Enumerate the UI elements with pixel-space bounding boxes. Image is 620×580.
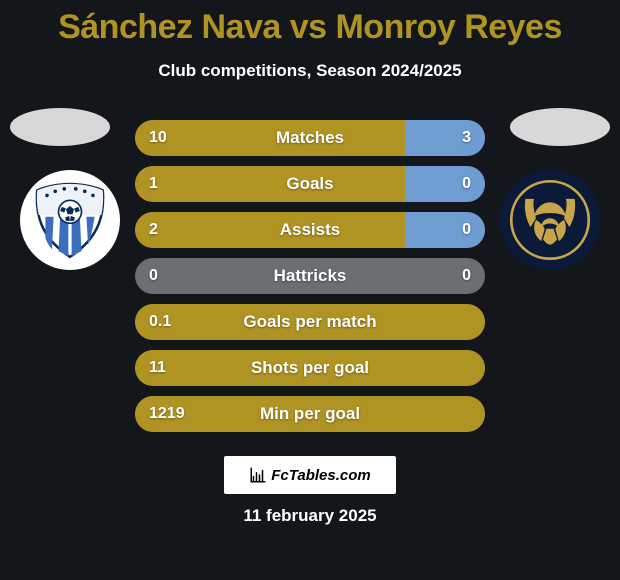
club-crest-right xyxy=(500,170,600,270)
comparison-bars: 103Matches 10Goals 20Assists 00Hattricks 0.1… xyxy=(135,120,485,442)
stat-label: Matches xyxy=(135,120,485,156)
comparison-card: Sánchez Nava vs Monroy Reyes Club compet… xyxy=(0,0,620,580)
stat-bar: 10Goals xyxy=(135,166,485,202)
branding-badge: FcTables.com xyxy=(224,456,396,494)
page-title: Sánchez Nava vs Monroy Reyes xyxy=(0,0,620,47)
branding-text: FcTables.com xyxy=(271,467,370,484)
pumas-crest-icon xyxy=(506,176,594,264)
stat-label: Hattricks xyxy=(135,258,485,294)
stat-bar: 0.1Goals per match xyxy=(135,304,485,340)
player-right-silhouette xyxy=(510,108,610,146)
stat-label: Goals xyxy=(135,166,485,202)
stat-bar: 103Matches xyxy=(135,120,485,156)
stat-bar: 1219Min per goal xyxy=(135,396,485,432)
fctables-logo-icon xyxy=(249,466,267,484)
page-subtitle: Club competitions, Season 2024/2025 xyxy=(0,61,620,81)
stat-label: Shots per goal xyxy=(135,350,485,386)
stat-label: Min per goal xyxy=(135,396,485,432)
stat-bar: 20Assists xyxy=(135,212,485,248)
stat-bar: 11Shots per goal xyxy=(135,350,485,386)
stat-label: Assists xyxy=(135,212,485,248)
stat-label: Goals per match xyxy=(135,304,485,340)
date-text: 11 february 2025 xyxy=(0,506,620,526)
player-left-silhouette xyxy=(10,108,110,146)
pachuca-crest-icon xyxy=(29,179,111,261)
stat-bar: 00Hattricks xyxy=(135,258,485,294)
club-crest-left xyxy=(20,170,120,270)
